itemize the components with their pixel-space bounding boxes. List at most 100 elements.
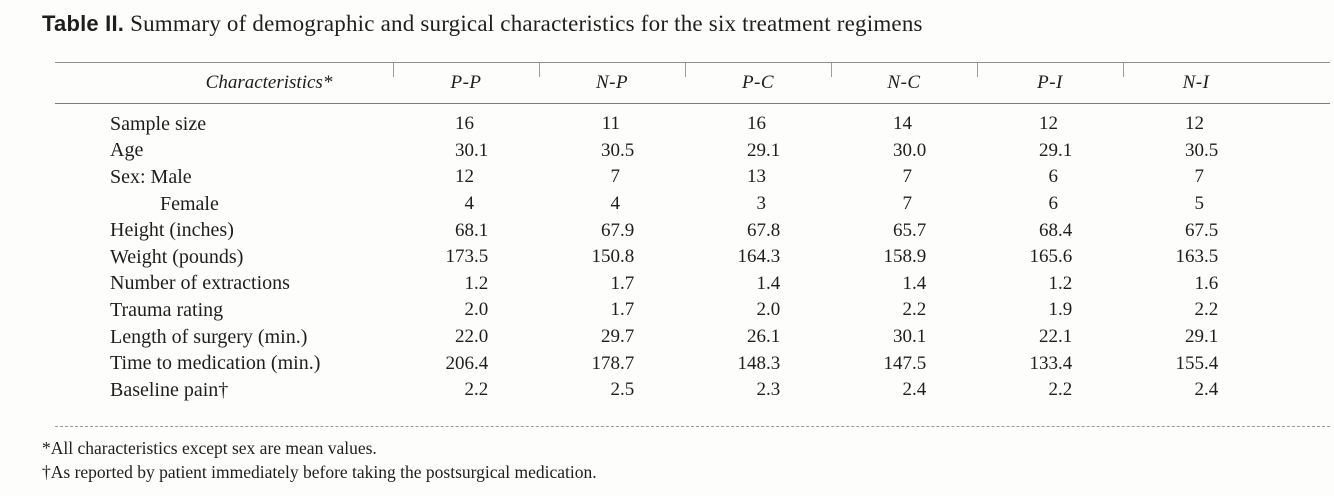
value-cell: 30.1: [455, 139, 489, 161]
column-divider-tick: [393, 63, 394, 77]
value-cell: 30.0: [893, 139, 927, 161]
column-header-characteristics: Characteristics*: [205, 72, 333, 93]
table-row: Sample size 16 11 16 14 12 12: [55, 111, 1330, 138]
value-cell: 29.1: [1039, 139, 1073, 161]
value-cell: 158.9: [883, 246, 927, 268]
column-divider-tick: [685, 63, 686, 77]
column-divider-tick: [977, 63, 978, 77]
value-cell: 1.2: [1048, 272, 1073, 294]
value-cell: 147.5: [883, 352, 927, 374]
footnote-asterisk: *All characteristics except sex are mean…: [42, 438, 377, 458]
value-cell: 68.1: [455, 219, 489, 241]
value-cell: 2.2: [902, 299, 927, 321]
value-cell: 2.3: [756, 379, 781, 401]
value-cell: 30.1: [893, 326, 927, 348]
table-caption: Table II. Summary of demographic and surg…: [42, 11, 923, 37]
value-cell: 2.2: [1048, 379, 1073, 401]
value-cell: 12: [1039, 113, 1058, 135]
value-cell: 4: [464, 193, 475, 215]
table-row: Height (inches) 68.1 67.9 67.8 65.7 68.4 67.5: [55, 217, 1330, 244]
value-cell: 3: [756, 193, 767, 215]
data-table: Characteristics* P-P N-P P-C N-C P-I N-I Samp…: [55, 62, 1330, 427]
row-label: Female: [160, 192, 219, 215]
row-label: Age: [110, 139, 144, 162]
value-cell: 2.0: [756, 299, 781, 321]
value-cell: 163.5: [1175, 246, 1219, 268]
value-cell: 22.1: [1039, 326, 1073, 348]
table-row: Female 4 4 3 7 6 5: [55, 191, 1330, 218]
value-cell: 1.6: [1194, 272, 1219, 294]
value-cell: 1.7: [610, 272, 635, 294]
value-cell: 6: [1048, 166, 1059, 188]
table-row: Age 30.1 30.5 29.1 30.0 29.1 30.5: [55, 138, 1330, 165]
value-cell: 2.2: [464, 379, 489, 401]
value-cell: 13: [747, 166, 766, 188]
value-cell: 164.3: [737, 246, 781, 268]
value-cell: 165.6: [1029, 246, 1073, 268]
value-cell: 29.1: [1185, 326, 1219, 348]
column-divider-tick: [831, 63, 832, 77]
value-cell: 11: [601, 113, 620, 135]
column-header: N-I: [1182, 72, 1210, 93]
table-row: Baseline pain† 2.2 2.5 2.3 2.4 2.2 2.4: [55, 377, 1330, 404]
value-cell: 2.2: [1194, 299, 1219, 321]
column-header: P-I: [1037, 72, 1063, 93]
table-row: Sex: Male 12 7 13 7 6 7: [55, 164, 1330, 191]
column-header: P-P: [450, 72, 482, 93]
row-label: Time to medication (min.): [110, 352, 321, 375]
value-cell: 150.8: [591, 246, 635, 268]
footnote-dagger: †As reported by patient immediately befo…: [42, 462, 597, 482]
column-divider-tick: [539, 63, 540, 77]
value-cell: 206.4: [445, 352, 489, 374]
value-cell: 2.4: [1194, 379, 1219, 401]
row-label: Weight (pounds): [110, 245, 244, 268]
value-cell: 1.7: [610, 299, 635, 321]
column-header: N-P: [595, 72, 629, 93]
value-cell: 68.4: [1039, 219, 1073, 241]
value-cell: 67.5: [1185, 219, 1219, 241]
value-cell: 7: [902, 166, 913, 188]
value-cell: 14: [893, 113, 912, 135]
value-cell: 1.9: [1048, 299, 1073, 321]
value-cell: 30.5: [1185, 139, 1219, 161]
column-divider-tick: [1123, 63, 1124, 77]
table-row: Weight (pounds) 173.5 150.8 164.3 158.9 165.6…: [55, 244, 1330, 271]
table-row: Time to medication (min.) 206.4 178.7 148.3…: [55, 350, 1330, 377]
value-cell: 12: [455, 166, 474, 188]
value-cell: 178.7: [591, 352, 635, 374]
value-cell: 148.3: [737, 352, 781, 374]
value-cell: 16: [455, 113, 474, 135]
value-cell: 29.7: [601, 326, 635, 348]
value-cell: 67.8: [747, 219, 781, 241]
row-label: Sample size: [110, 112, 207, 135]
value-cell: 6: [1048, 193, 1059, 215]
column-header: P-C: [741, 72, 775, 93]
value-cell: 155.4: [1175, 352, 1219, 374]
row-label: Baseline pain†: [110, 378, 229, 401]
footnotes: *All characteristics except sex are mean…: [42, 436, 597, 484]
row-label: Sex: Male: [110, 165, 192, 188]
value-cell: 16: [747, 113, 766, 135]
value-cell: 173.5: [445, 246, 489, 268]
value-cell: 26.1: [747, 326, 781, 348]
value-cell: 7: [1194, 166, 1205, 188]
row-label: Height (inches): [110, 219, 234, 242]
table-caption-text: Summary of demographic and surgical char…: [130, 11, 923, 36]
column-header: N-C: [887, 72, 921, 93]
value-cell: 65.7: [893, 219, 927, 241]
row-label: Trauma rating: [110, 298, 224, 321]
value-cell: 22.0: [455, 326, 489, 348]
value-cell: 7: [902, 193, 913, 215]
table-header-row: Characteristics* P-P N-P P-C N-C P-I N-I: [55, 62, 1330, 104]
value-cell: 1.4: [756, 272, 781, 294]
row-label: Length of surgery (min.): [110, 325, 308, 348]
value-cell: 1.4: [902, 272, 927, 294]
value-cell: 5: [1194, 193, 1205, 215]
value-cell: 12: [1185, 113, 1204, 135]
table-row: Length of surgery (min.) 22.0 29.7 26.1 30.1…: [55, 324, 1330, 351]
value-cell: 4: [610, 193, 621, 215]
table-row: Number of extractions 1.2 1.7 1.4 1.4 1.2 1.6: [55, 271, 1330, 298]
value-cell: 29.1: [747, 139, 781, 161]
table-row: Trauma rating 2.0 1.7 2.0 2.2 1.9 2.2: [55, 297, 1330, 324]
value-cell: 2.0: [464, 299, 489, 321]
